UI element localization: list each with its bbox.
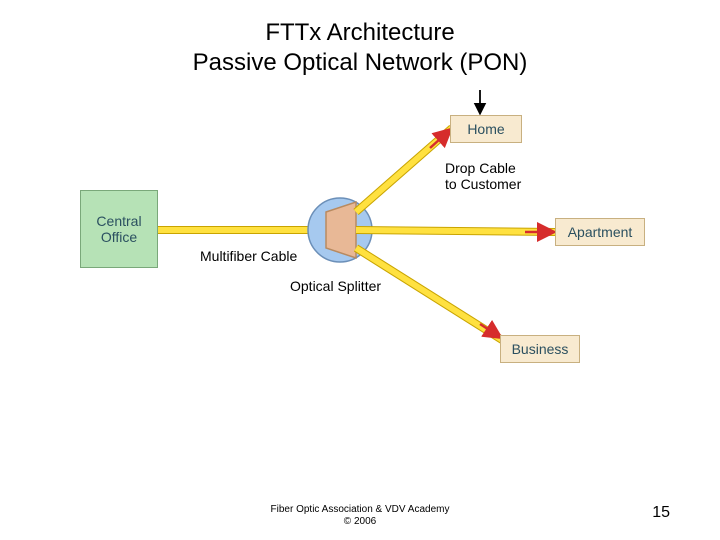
- label-splitter: Optical Splitter: [290, 278, 381, 294]
- node-apartment: Apartment: [555, 218, 645, 246]
- home-label: Home: [467, 121, 504, 137]
- central-office-label: CentralOffice: [96, 213, 141, 245]
- diagram-svg: [0, 0, 720, 540]
- business-label: Business: [512, 341, 569, 357]
- page-number: 15: [652, 504, 670, 522]
- drop-cable-business: [356, 248, 502, 340]
- node-business: Business: [500, 335, 580, 363]
- node-central-office: CentralOffice: [80, 190, 158, 268]
- pon-diagram: CentralOffice Home Apartment Business Mu…: [0, 0, 720, 540]
- node-home: Home: [450, 115, 522, 143]
- label-multifiber: Multifiber Cable: [200, 248, 297, 264]
- splitter-trapezoid: [326, 202, 356, 258]
- label-drop-cable: Drop Cableto Customer: [445, 160, 521, 192]
- slide-footer: Fiber Optic Association & VDV Academy © …: [0, 504, 720, 528]
- footer-line1: Fiber Optic Association & VDV Academy: [271, 504, 450, 515]
- arrow-red-home: [430, 130, 450, 148]
- footer-line2: © 2006: [344, 516, 376, 527]
- apartment-label: Apartment: [568, 224, 633, 240]
